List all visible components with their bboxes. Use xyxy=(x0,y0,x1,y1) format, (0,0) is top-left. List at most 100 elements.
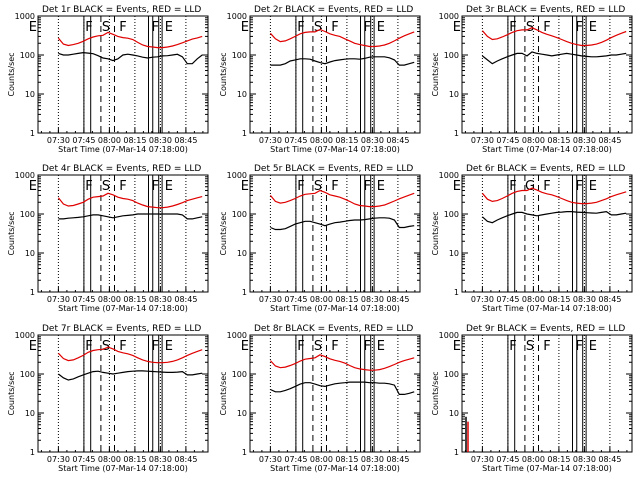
chart-panel-5: Det 5r BLACK = Events, RED = LLD 1 10 100 10… xyxy=(219,164,421,313)
x-tick-label: 08:45 xyxy=(174,455,197,464)
x-tick-label: 07:45 xyxy=(72,136,95,145)
flag-letter: F xyxy=(331,179,338,194)
x-tick-label: 07:30 xyxy=(47,136,70,145)
x-tick-label: 07:30 xyxy=(471,136,494,145)
flag-letter: E xyxy=(589,20,597,35)
y-tick-label: 10 xyxy=(449,249,459,258)
x-tick-label: 07:45 xyxy=(72,455,95,464)
x-tick-label: 07:45 xyxy=(284,295,307,304)
x-tick-label: 08:45 xyxy=(386,136,409,145)
chart-title: Det 9r BLACK = Events, RED = LLD xyxy=(466,324,625,334)
y-tick-label: 1000 xyxy=(227,171,247,180)
lld-series-line xyxy=(269,189,415,208)
x-tick-label: 07:30 xyxy=(47,455,70,464)
flag-letter: E xyxy=(241,20,249,35)
chart-title: Det 1r BLACK = Events, RED = LLD xyxy=(42,5,201,15)
y-tick-label: 100 xyxy=(444,210,459,219)
y-tick-label: 1000 xyxy=(439,171,459,180)
events-series-line xyxy=(270,217,415,231)
flag-letter: E xyxy=(165,339,173,354)
flag-letter: F xyxy=(364,20,371,35)
x-axis-label: Start Time (07-Mar-14 07:18:00) xyxy=(482,304,612,313)
x-tick-label: 07:30 xyxy=(259,295,282,304)
x-tick-label: 07:45 xyxy=(284,455,307,464)
plot-frame xyxy=(461,15,633,134)
y-axis-label: Counts/sec xyxy=(219,371,228,415)
x-tick-label: 08:30 xyxy=(361,455,384,464)
flag-letter: E xyxy=(165,179,173,194)
x-tick-label: 07:30 xyxy=(471,455,494,464)
events-series-line xyxy=(58,213,203,220)
y-tick-label: 10 xyxy=(237,409,247,418)
y-tick-label: 1000 xyxy=(15,171,35,180)
x-tick-label: 08:00 xyxy=(522,295,545,304)
chart-title: Det 2r BLACK = Events, RED = LLD xyxy=(254,5,413,15)
y-tick-label: 10 xyxy=(25,249,35,258)
x-tick-label: 08:45 xyxy=(174,136,197,145)
x-axis-label: Start Time (07-Mar-14 07:18:00) xyxy=(58,145,188,154)
chart-title: Det 6r BLACK = Events, RED = LLD xyxy=(466,164,625,174)
flag-letter: S xyxy=(526,20,534,35)
flag-letter: F xyxy=(364,339,371,354)
y-tick-label: 1 xyxy=(242,448,247,457)
flag-letter: F xyxy=(576,179,583,194)
flag-letter: E xyxy=(453,20,461,35)
chart-title: Det 5r BLACK = Events, RED = LLD xyxy=(254,164,413,174)
y-tick-label: 10 xyxy=(237,90,247,99)
chart-title: Det 7r BLACK = Events, RED = LLD xyxy=(42,324,201,334)
flag-letter: F xyxy=(297,179,304,194)
flag-letter: F xyxy=(85,339,92,354)
x-tick-label: 08:30 xyxy=(149,295,172,304)
x-tick-label: 08:45 xyxy=(598,136,621,145)
y-tick-label: 10 xyxy=(449,90,459,99)
chart-panel-2: Det 2r BLACK = Events, RED = LLD 1 10 100 10… xyxy=(219,5,421,154)
x-tick-label: 08:45 xyxy=(174,295,197,304)
chart-title: Det 8r BLACK = Events, RED = LLD xyxy=(254,324,413,334)
x-tick-label: 08:45 xyxy=(386,295,409,304)
flag-letter: E xyxy=(29,179,37,194)
x-tick-label: 08:30 xyxy=(361,136,384,145)
x-tick-label: 08:45 xyxy=(386,455,409,464)
plot-frame xyxy=(249,334,421,453)
y-tick-label: 100 xyxy=(20,210,35,219)
y-tick-label: 100 xyxy=(232,370,247,379)
flag-letter: F xyxy=(152,339,159,354)
x-tick-label: 08:45 xyxy=(598,295,621,304)
x-tick-label: 08:15 xyxy=(335,455,358,464)
y-axis-label: Counts/sec xyxy=(431,211,440,255)
x-tick-label: 07:45 xyxy=(496,455,519,464)
flag-letter: E xyxy=(589,179,597,194)
y-tick-label: 1000 xyxy=(227,12,247,21)
y-axis-label: Counts/sec xyxy=(7,371,16,415)
flag-letter: F xyxy=(119,339,126,354)
y-tick-label: 1 xyxy=(242,288,247,297)
flag-letter: F xyxy=(543,179,550,194)
y-axis-label: Counts/sec xyxy=(431,52,440,96)
x-axis-label: Start Time (07-Mar-14 07:18:00) xyxy=(270,464,400,473)
y-tick-label: 1000 xyxy=(227,331,247,340)
x-axis-label: Start Time (07-Mar-14 07:18:00) xyxy=(482,145,612,154)
flag-letter: G xyxy=(525,179,535,194)
chart-panel-1: Det 1r BLACK = Events, RED = LLD 1 10 100 10… xyxy=(7,5,209,154)
flag-letter: S xyxy=(102,20,110,35)
x-tick-label: 07:45 xyxy=(284,136,307,145)
x-tick-label: 08:15 xyxy=(335,136,358,145)
x-tick-label: 07:30 xyxy=(259,455,282,464)
y-tick-label: 100 xyxy=(444,51,459,60)
flag-letter: F xyxy=(85,20,92,35)
y-tick-label: 10 xyxy=(25,409,35,418)
x-axis-label: Start Time (07-Mar-14 07:18:00) xyxy=(270,145,400,154)
y-tick-label: 10 xyxy=(449,409,459,418)
y-tick-label: 1000 xyxy=(15,12,35,21)
y-tick-label: 1 xyxy=(30,448,35,457)
flag-letter: F xyxy=(152,179,159,194)
y-tick-label: 10 xyxy=(237,249,247,258)
x-tick-label: 07:45 xyxy=(496,136,519,145)
flag-letter: E xyxy=(165,20,173,35)
plot-frame xyxy=(249,15,421,134)
x-axis-label: Start Time (07-Mar-14 07:18:00) xyxy=(58,464,188,473)
x-tick-label: 08:15 xyxy=(123,455,146,464)
x-tick-label: 08:30 xyxy=(149,455,172,464)
x-tick-label: 08:00 xyxy=(310,295,333,304)
